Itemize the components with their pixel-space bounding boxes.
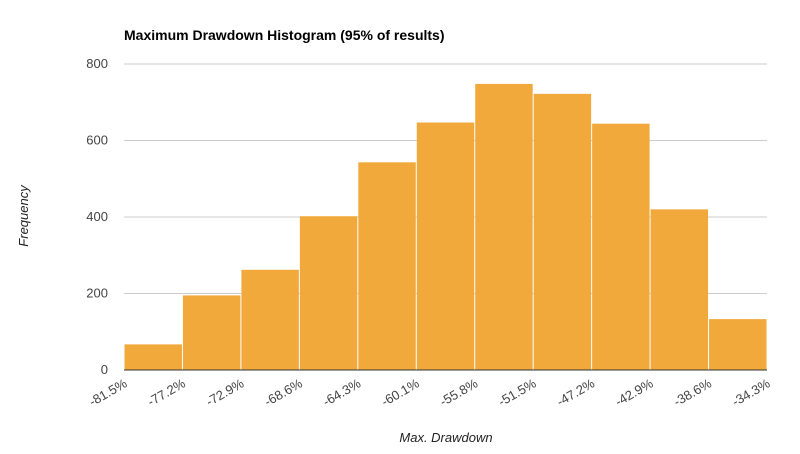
histogram-bar [241,269,299,370]
x-tick-label: -42.9% [612,375,656,409]
x-tick-label: -64.3% [320,375,364,409]
y-tick-label: 400 [86,209,108,224]
histogram-bar [416,122,475,371]
x-tick-label: -47.2% [554,375,598,409]
x-tick-label: -72.9% [203,375,247,409]
y-tick-label: 0 [101,362,108,377]
histogram-bar [182,295,241,370]
bars-layer [124,83,767,371]
y-tick-labels: 0 200 400 600 800 [86,56,108,377]
x-axis-label: Max. Drawdown [399,430,492,445]
y-tick-label: 200 [86,286,108,301]
histogram-bar [299,216,358,370]
y-tick-label: 600 [86,133,108,148]
histogram-bar [592,123,650,370]
chart-title: Maximum Drawdown Histogram (95% of resul… [124,27,445,43]
x-tick-label: -34.3% [729,375,773,409]
x-tick-label: -38.6% [671,375,715,409]
histogram-bar [124,344,182,370]
x-tick-label: -81.5% [86,375,130,409]
x-tick-label: -77.2% [145,375,189,409]
x-tick-label: -60.1% [379,375,423,409]
histogram-bar [650,209,709,370]
y-axis-label: Frequency [16,184,31,247]
histogram-bar [475,83,533,370]
x-tick-labels: -81.5% -77.2% -72.9% -68.6% -64.3% -60.1% -55.… [86,375,773,409]
x-tick-label: -68.6% [262,375,306,409]
histogram-bar [358,162,416,370]
x-tick-label: -55.8% [437,375,481,409]
histogram-bar [533,93,592,371]
x-tick-label: -51.5% [495,375,539,409]
histogram-bar [709,319,767,370]
y-tick-label: 800 [86,56,108,71]
